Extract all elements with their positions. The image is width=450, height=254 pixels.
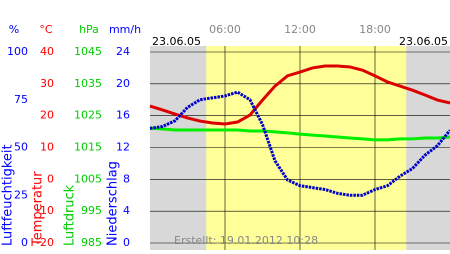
y-tick-label: 20	[116, 77, 130, 90]
y-tick-label: 40	[40, 45, 54, 58]
y-tick-label: 4	[123, 204, 130, 217]
axis-title: Niederschlag	[106, 161, 121, 246]
axis-unit: °C	[39, 23, 53, 36]
y-tick-label: 1015	[74, 141, 102, 154]
y-tick-label: 1005	[74, 172, 102, 185]
y-tick-label: 25	[14, 188, 28, 201]
y-tick-label: 0	[47, 172, 54, 185]
axis-unit: %	[9, 23, 19, 36]
date-label: 23.06.05	[399, 35, 448, 48]
y-tick-label: 10	[40, 141, 54, 154]
y-tick-label: 0	[123, 236, 130, 249]
y-tick-label: 1025	[74, 109, 102, 122]
series-line	[149, 126, 450, 142]
series-line	[149, 64, 450, 126]
y-tick-label: 1045	[74, 45, 102, 58]
y-tick-label: 16	[116, 109, 130, 122]
y-tick-label: 100	[7, 45, 28, 58]
y-tick-label: 995	[81, 204, 102, 217]
axis-title: Luftdruck	[63, 184, 78, 246]
date-label: 23.06.05	[152, 35, 201, 48]
y-tick-label: -10	[36, 204, 54, 217]
axis-title: Luftfeuchtigkeit	[1, 144, 16, 246]
axis-unit: mm/h	[109, 23, 141, 36]
y-tick-label: 50	[14, 141, 28, 154]
x-tick-label: 06:00	[209, 23, 241, 36]
y-tick-label: 985	[81, 236, 102, 249]
daylight-band	[206, 46, 407, 250]
y-tick-label: 8	[123, 172, 130, 185]
y-tick-label: 12	[116, 141, 130, 154]
y-tick-label: 1035	[74, 77, 102, 90]
axis-title: Temperatur	[31, 171, 46, 247]
y-tick-label: 24	[116, 45, 130, 58]
x-tick-label: 18:00	[359, 23, 391, 36]
y-tick-label: 30	[40, 77, 54, 90]
axis-unit: hPa	[79, 23, 99, 36]
x-tick-label: 12:00	[284, 23, 316, 36]
y-tick-label: -20	[36, 236, 54, 249]
footer: Erstellt: 19.01.2012 10:28	[174, 234, 318, 247]
y-tick-label: 75	[14, 93, 28, 106]
y-tick-label: 0	[21, 236, 28, 249]
series-line	[149, 90, 450, 197]
y-tick-label: 20	[40, 109, 54, 122]
